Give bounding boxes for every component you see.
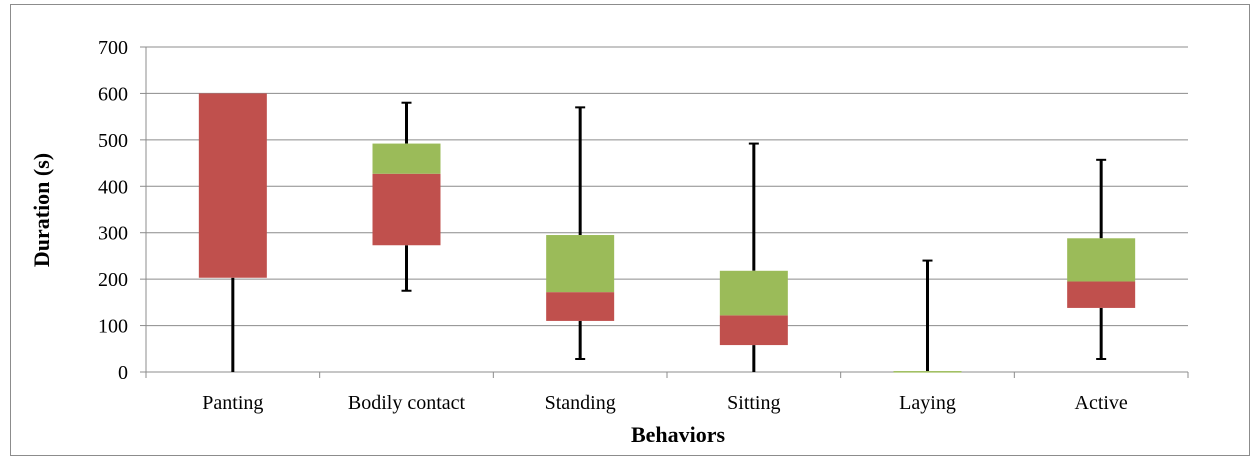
box-upper (372, 143, 441, 174)
x-tick-label: Sitting (727, 392, 780, 414)
tick-labels: 0 100 200 300 400 500 600 700 Panting Bodily cont… (98, 37, 1128, 414)
y-tick-label: 700 (98, 37, 128, 59)
x-tick-label: Panting (202, 392, 263, 414)
x-tick-label: Laying (899, 392, 956, 414)
box-lower (1067, 281, 1136, 308)
x-axis-title: Behaviors (631, 422, 726, 447)
x-tick-label: Standing (545, 392, 616, 414)
data-marks (198, 93, 1136, 373)
box-lower (198, 93, 267, 278)
y-tick-label: 300 (98, 223, 128, 245)
box-upper (1067, 238, 1136, 282)
box-upper (546, 235, 615, 293)
y-tick-label: 200 (98, 269, 128, 291)
box-upper (719, 270, 788, 316)
y-tick-label: 100 (98, 316, 128, 338)
axes (140, 46, 1189, 378)
box-lower (372, 173, 441, 246)
box-lower (719, 315, 788, 346)
x-tick-label: Active (1075, 392, 1128, 414)
y-tick-label: 600 (98, 83, 128, 105)
box-upper (893, 371, 962, 373)
y-tick-label: 0 (118, 362, 128, 384)
box-lower (546, 292, 615, 321)
y-tick-label: 500 (98, 130, 128, 152)
x-tick-label: Bodily contact (348, 392, 466, 414)
y-axis-title: Duration (s) (29, 153, 54, 267)
y-tick-label: 400 (98, 176, 128, 198)
gridlines (146, 46, 1188, 327)
